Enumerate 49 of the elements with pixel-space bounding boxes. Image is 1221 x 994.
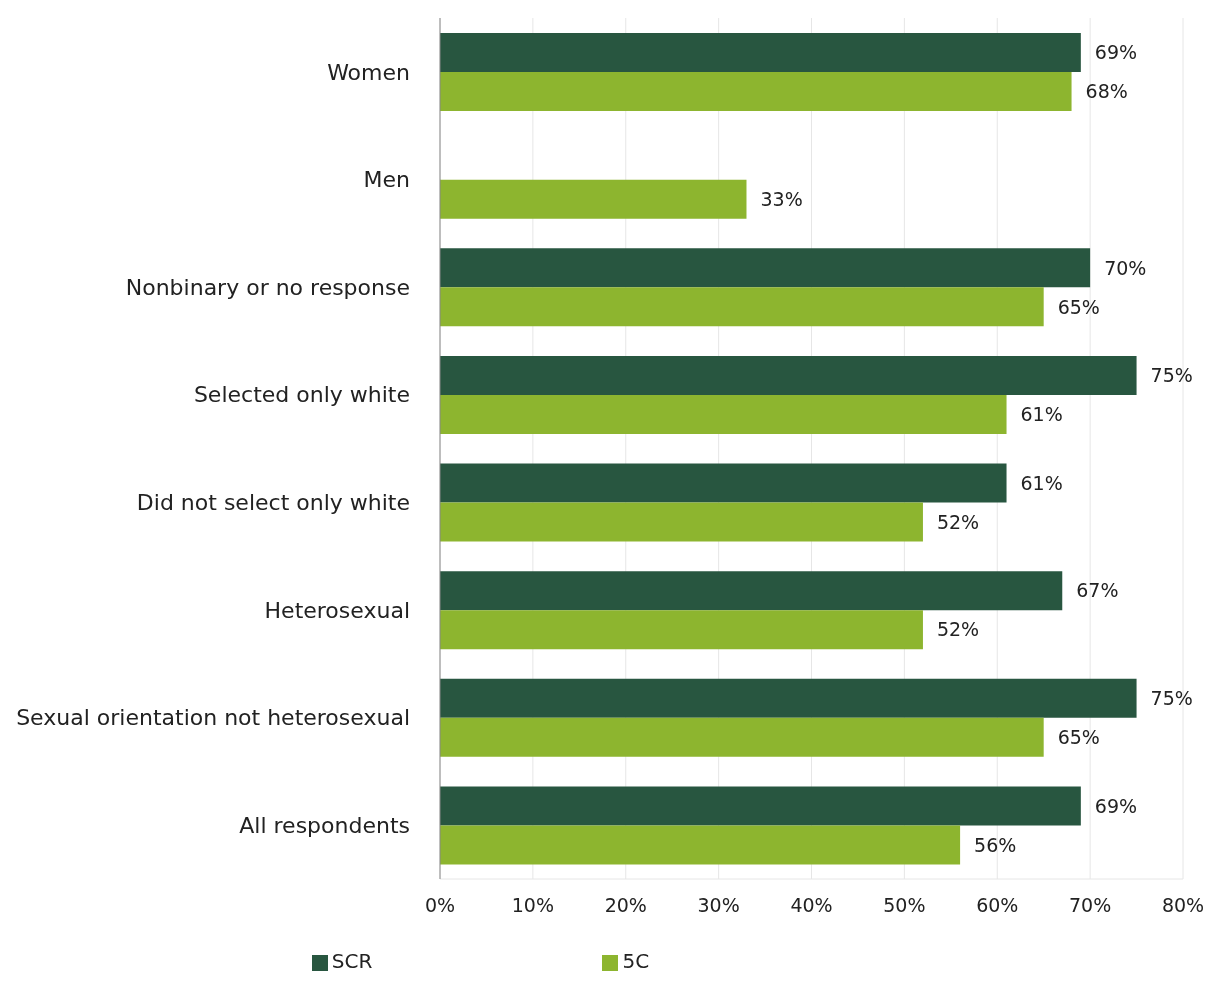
bar bbox=[440, 786, 1081, 826]
data-label: 69% bbox=[1094, 794, 1138, 817]
legend-label: 5C bbox=[622, 949, 650, 973]
y-tick-label: All respondents bbox=[239, 813, 410, 838]
data-label: 65% bbox=[1057, 726, 1100, 749]
bar bbox=[440, 287, 1044, 327]
data-label: 75% bbox=[1150, 687, 1193, 710]
x-tick-label: 40% bbox=[790, 894, 833, 917]
data-label: 56% bbox=[974, 833, 1017, 856]
x-tick-label: 30% bbox=[697, 894, 740, 917]
data-label: 69% bbox=[1094, 41, 1138, 64]
data-label: 61% bbox=[1020, 471, 1063, 494]
legend-label: SCR bbox=[331, 949, 373, 973]
x-tick-label: 10% bbox=[511, 894, 554, 917]
data-label: 68% bbox=[1085, 80, 1128, 103]
y-tick-label: Nonbinary or no response bbox=[125, 274, 410, 300]
y-tick-label: Men bbox=[363, 167, 410, 193]
data-label: 67% bbox=[1076, 579, 1119, 602]
x-tick-label: 80% bbox=[1161, 894, 1205, 917]
data-label: 70% bbox=[1104, 256, 1147, 279]
x-tick-label: 50% bbox=[883, 894, 926, 917]
data-label: 75% bbox=[1150, 364, 1193, 387]
y-tick-label: Heterosexual bbox=[264, 597, 410, 623]
bar bbox=[440, 179, 747, 219]
bar bbox=[440, 717, 1044, 757]
y-tick-label: Sexual orientation not heterosexual bbox=[16, 705, 410, 731]
data-label: 65% bbox=[1057, 295, 1100, 318]
y-tick-label: Selected only white bbox=[193, 382, 410, 408]
bar bbox=[440, 825, 961, 865]
data-label: 61% bbox=[1020, 403, 1063, 426]
y-tick-label: Women bbox=[327, 59, 410, 85]
bar bbox=[440, 463, 1007, 503]
data-label: 52% bbox=[936, 510, 980, 533]
bar bbox=[440, 571, 1063, 611]
data-label: 33% bbox=[760, 187, 803, 210]
bar bbox=[440, 502, 923, 542]
bar bbox=[440, 33, 1081, 73]
x-tick-label: 0% bbox=[424, 894, 456, 917]
x-tick-label: 20% bbox=[604, 894, 647, 917]
bar bbox=[440, 394, 1007, 434]
data-label: 52% bbox=[936, 618, 980, 641]
bar bbox=[440, 355, 1137, 395]
bar bbox=[440, 248, 1091, 288]
bar bbox=[440, 678, 1137, 718]
x-tick-label: 70% bbox=[1069, 894, 1112, 917]
bar bbox=[440, 72, 1072, 112]
bar bbox=[440, 610, 923, 650]
y-tick-label: Did not select only white bbox=[136, 490, 410, 516]
x-tick-label: 60% bbox=[976, 894, 1019, 917]
